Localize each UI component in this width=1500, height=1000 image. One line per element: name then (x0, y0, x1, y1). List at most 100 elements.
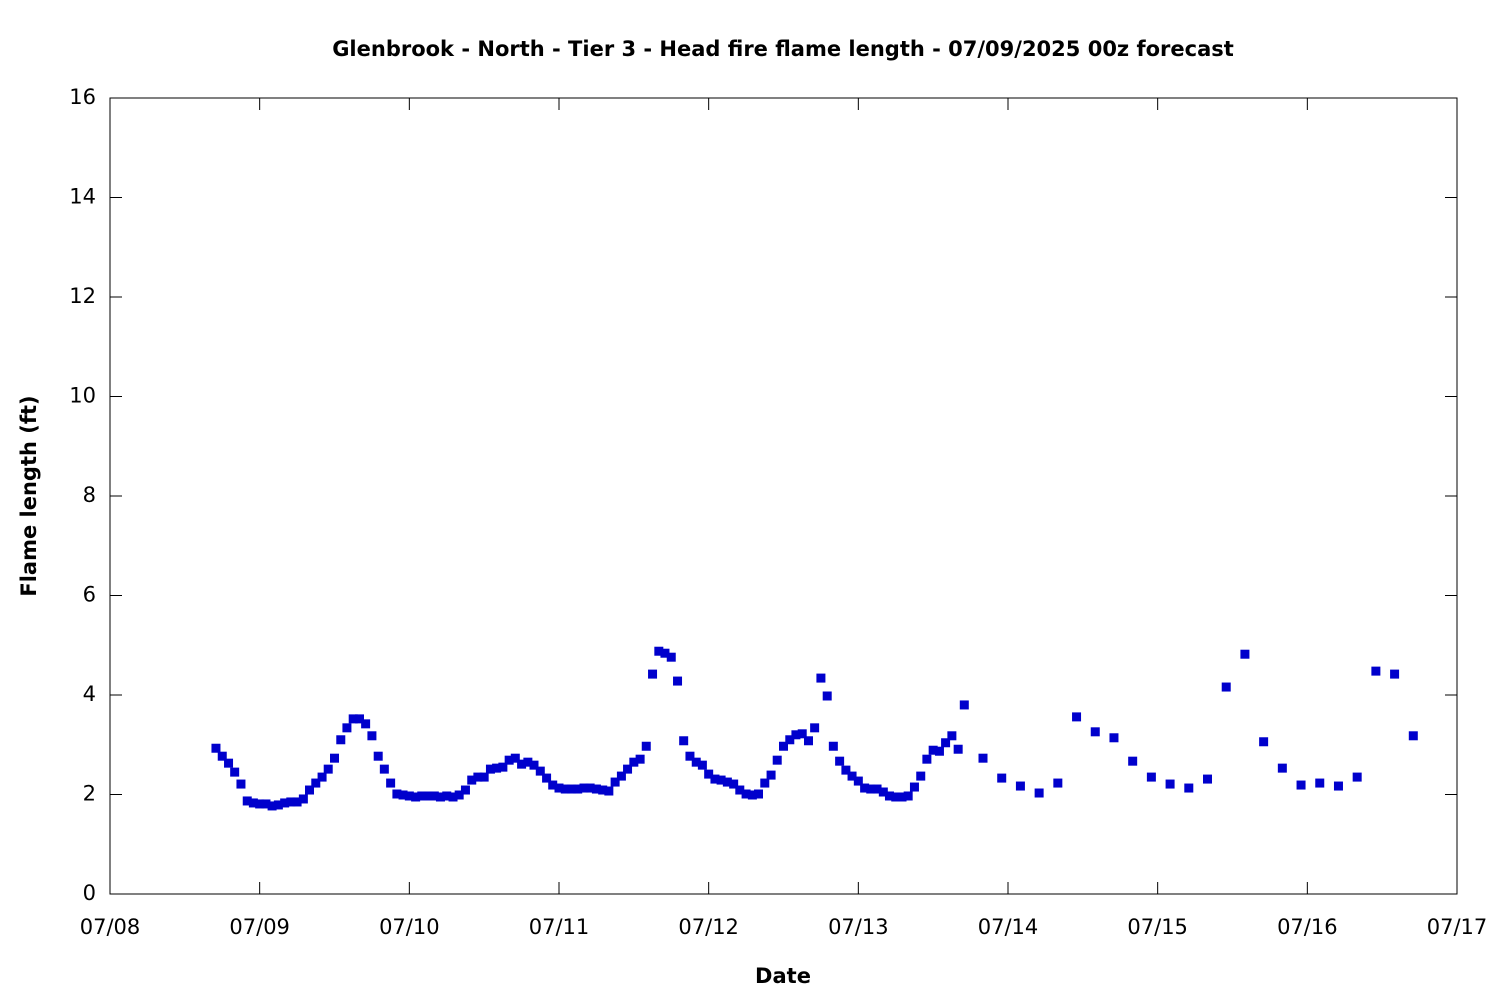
point (523, 757, 533, 767)
point (305, 785, 315, 795)
x-tick-label: 07/12 (678, 915, 739, 939)
point (535, 766, 545, 776)
point (317, 772, 327, 782)
point (485, 764, 495, 774)
point (934, 746, 944, 756)
point (1352, 772, 1362, 782)
point (435, 792, 445, 802)
point (766, 770, 776, 780)
point (224, 758, 234, 768)
point (467, 775, 477, 785)
point (785, 735, 795, 745)
point (598, 785, 608, 795)
point (1146, 772, 1156, 782)
point (585, 783, 595, 793)
point (1408, 731, 1418, 741)
point (392, 789, 402, 799)
point (741, 789, 751, 799)
point (610, 777, 620, 787)
point (847, 771, 857, 781)
point (822, 691, 832, 701)
point (648, 669, 658, 679)
point (354, 714, 364, 724)
point (666, 652, 676, 662)
point (1390, 669, 1400, 679)
point (498, 762, 508, 772)
point (853, 776, 863, 786)
point (1165, 779, 1175, 789)
point (517, 759, 527, 769)
point (510, 753, 520, 763)
point (379, 764, 389, 774)
point (660, 648, 670, 658)
y-tick-label: 2 (83, 782, 96, 806)
y-tick-label: 10 (69, 384, 96, 408)
point (959, 700, 969, 710)
point (722, 777, 732, 787)
point (460, 785, 470, 795)
point (429, 791, 439, 801)
point (710, 774, 720, 784)
point (1109, 733, 1119, 743)
point (860, 783, 870, 793)
point (816, 673, 826, 683)
point (323, 764, 333, 774)
point (1034, 788, 1044, 798)
point (884, 791, 894, 801)
point (242, 796, 252, 806)
point (542, 773, 552, 783)
point (835, 756, 845, 766)
point (1333, 781, 1343, 791)
point (1053, 778, 1063, 788)
point (1277, 763, 1287, 773)
point (872, 784, 882, 794)
point (1015, 781, 1025, 791)
point (779, 741, 788, 751)
point (747, 790, 757, 800)
point (623, 764, 633, 774)
point (411, 792, 421, 802)
point (548, 780, 558, 790)
point (330, 753, 339, 763)
point (292, 797, 302, 807)
point (641, 741, 651, 751)
point (280, 798, 290, 808)
point (311, 778, 321, 788)
point (1221, 682, 1231, 692)
point (635, 754, 645, 764)
point (348, 714, 358, 724)
point (361, 719, 371, 729)
point (891, 792, 901, 802)
point (803, 736, 813, 746)
y-tick-label: 14 (69, 185, 96, 209)
point (1296, 780, 1306, 790)
point (810, 723, 820, 733)
point (1259, 737, 1269, 747)
point (1315, 778, 1325, 788)
point (566, 784, 576, 794)
point (685, 751, 695, 761)
point (554, 783, 564, 793)
point (504, 755, 514, 765)
y-tick-label: 6 (83, 583, 96, 607)
y-tick-label: 12 (69, 284, 96, 308)
point (373, 751, 383, 761)
point (336, 735, 346, 745)
point (448, 792, 458, 802)
point (953, 744, 963, 754)
x-tick-label: 07/14 (978, 915, 1039, 939)
point (897, 792, 907, 802)
point (573, 784, 583, 794)
point (230, 767, 240, 777)
point (404, 791, 414, 801)
point (286, 797, 296, 807)
point (729, 779, 739, 789)
point (909, 782, 919, 792)
point (760, 778, 770, 788)
point (255, 799, 265, 809)
point (673, 676, 683, 686)
point (298, 794, 308, 804)
point (772, 755, 782, 765)
point (1090, 727, 1100, 737)
